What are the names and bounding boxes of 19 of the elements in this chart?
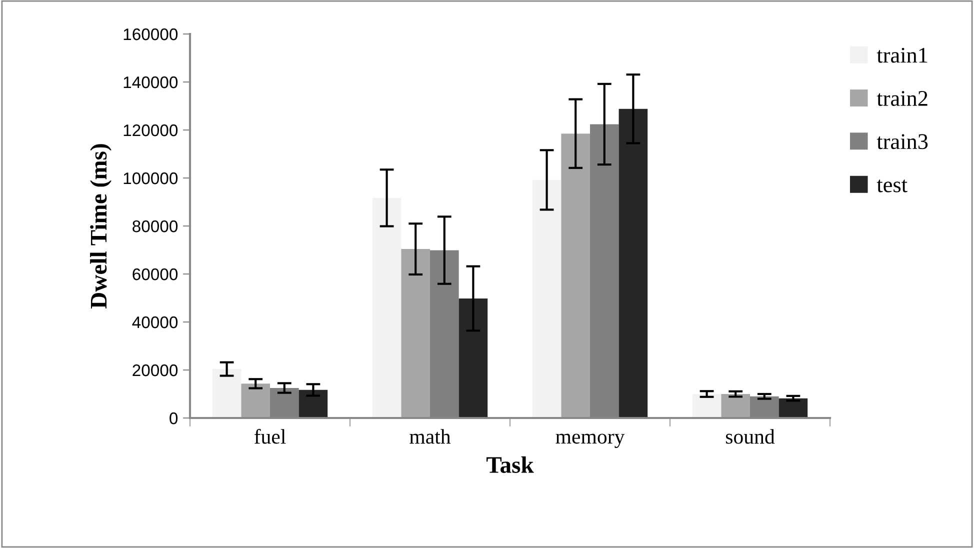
y-tick-label: 20000 bbox=[132, 364, 178, 376]
y-tick-label: 140000 bbox=[124, 76, 178, 88]
x-tick-label: math bbox=[410, 429, 451, 444]
legend-label: train3 bbox=[876, 134, 928, 150]
legend-label: train1 bbox=[876, 48, 928, 63]
x-tick-label: memory bbox=[556, 434, 625, 448]
y-tick-label: 120000 bbox=[124, 124, 178, 136]
y-tick-label: 80000 bbox=[132, 220, 178, 232]
legend-label: train2 bbox=[876, 91, 928, 106]
y-tick-label: 0 bbox=[170, 412, 178, 424]
x-tick-label: sound bbox=[726, 429, 775, 444]
legend-label: test bbox=[876, 180, 908, 192]
x-tick-label: fuel bbox=[254, 428, 286, 444]
y-axis-title: Dwell Time (ms) bbox=[90, 144, 112, 308]
y-tick-label: 40000 bbox=[132, 316, 178, 328]
y-tick-label: 100000 bbox=[124, 172, 178, 184]
x-axis-title: Task bbox=[486, 456, 534, 473]
y-tick-label: 60000 bbox=[132, 268, 178, 280]
y-tick-label: 160000 bbox=[124, 28, 178, 40]
